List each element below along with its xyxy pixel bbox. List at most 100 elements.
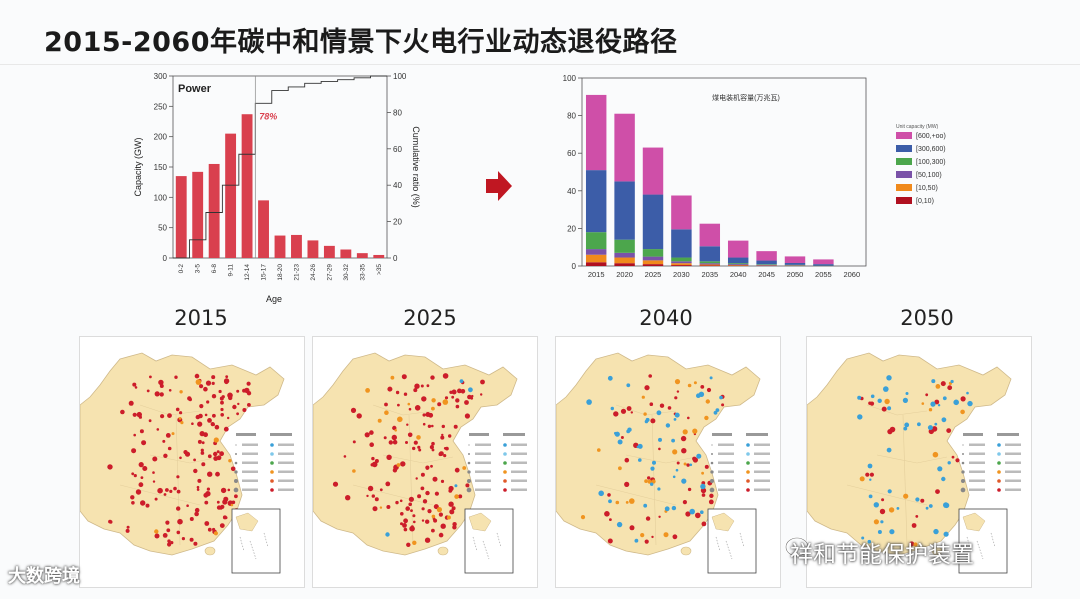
capacity-age-chart: 0 50 100 150 200 250 300 0 20 40 60 80 100 0-2 3-5 6-8 9… [133,72,421,304]
power-plant-dot [199,404,204,409]
power-plant-dot [480,379,485,385]
power-plant-dot [207,471,213,477]
y2-tick-label: 80 [393,108,402,117]
power-plant-dot [131,448,137,454]
power-plant-dot [453,424,458,429]
power-plant-dot [626,406,632,411]
watermark-right: 祥和节能保护装置 [790,542,974,568]
watermark-left: 大数跨境 [8,566,80,587]
power-plant-dot [133,474,137,478]
power-plant-dot [377,418,382,423]
power-plant-dot [149,375,152,379]
stacked-bar-segment [756,264,777,266]
power-plant-dot [412,514,416,518]
legend-label: [100,300) [916,159,946,166]
y-tick-label: 250 [154,102,168,111]
power-plant-dot [663,532,669,538]
power-plant-dot [231,500,236,505]
legend-symbol [711,444,713,446]
power-plant-dot [640,533,645,538]
legend-symbol [710,479,714,483]
power-plant-dot [930,401,936,407]
power-plant-dot [212,413,216,418]
bar [340,249,352,258]
power-plant-dot [215,471,220,477]
legend-text-placeholder [718,479,734,482]
legend-swatch [896,184,912,191]
power-plant-dot [464,400,469,405]
power-plant-dot [709,376,713,380]
island [680,546,692,556]
power-plant-dot [386,505,391,509]
power-plant-dot [868,494,873,499]
power-plant-dot [857,395,862,400]
power-plant-dot [421,519,425,522]
y-tick-label: 0 [572,262,577,271]
bar [225,133,237,258]
power-plant-dot [206,487,210,491]
power-plant-dot [652,460,656,465]
power-plant-dot [379,506,383,509]
bar [274,235,286,258]
x-tick-label: 27-29 [326,264,333,281]
power-plant-dot [195,379,202,385]
power-plant-dot [857,414,863,420]
power-plant-dot [366,494,369,498]
power-plant-dot [395,500,399,505]
power-plant-dot [213,437,219,443]
legend-text-placeholder [511,470,527,473]
power-plant-dot [925,393,929,397]
power-plant-dot [935,489,940,494]
power-plant-dot [687,487,692,492]
power-plant-dot [439,451,444,456]
power-plant-dot [448,501,454,507]
legend-symbol [270,443,274,447]
power-plant-dot [704,464,709,469]
power-plant-dot [867,539,872,544]
legend-symbol [746,461,750,465]
y-tick-label: 40 [567,187,576,196]
stacked-bar-segment [671,257,692,262]
power-plant-dot [940,381,946,387]
chart-title: Power [178,83,212,95]
legend-text-placeholder [278,443,294,446]
power-plant-dot [870,394,875,399]
inset-land [711,512,735,532]
power-plant-dot [437,402,442,407]
power-plant-dot [915,515,919,518]
power-plant-dot [196,488,200,491]
x-tick-label: 24-26 [310,264,317,281]
y2-tick-label: 60 [393,145,402,154]
y-tick-label: 150 [154,163,168,172]
power-plant-dot [887,406,892,411]
x-tick-label: 2040 [730,270,747,279]
power-plant-dot [904,422,910,428]
power-plant-dot [617,439,623,445]
power-plant-dot [937,466,943,472]
power-plant-dot [950,379,954,384]
stacked-bar-segment [585,254,607,263]
power-plant-dot [424,537,431,543]
power-plant-dot [414,383,420,389]
power-plant-dot [931,379,936,384]
power-plant-dot [887,489,892,494]
stacked-bar-segment [585,262,607,266]
legend-text-placeholder [475,479,491,482]
inset-boundary [966,532,996,560]
power-plant-dot [438,532,444,538]
power-plant-dot [442,399,449,405]
map-year-label: 2050 [900,306,954,330]
y-tick-label: 50 [158,224,167,233]
power-plant-dot [886,447,892,453]
stacked-bar-segment [784,262,806,265]
power-plant-dot [385,532,390,537]
y-tick-label: 100 [563,74,577,83]
power-plant-dot [426,384,430,388]
power-plant-dot [414,405,421,411]
x-axis-label: Age [266,294,282,304]
power-plant-dot [613,411,619,417]
legend-text-placeholder [511,461,527,464]
inset-land [962,512,986,532]
legend-text-placeholder [475,488,491,491]
